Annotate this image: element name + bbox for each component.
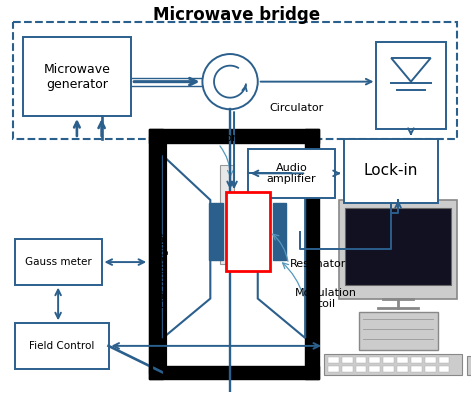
Bar: [397, 357, 408, 363]
Bar: [149, 129, 163, 380]
Text: Hall probe: Hall probe: [201, 133, 257, 143]
Bar: [210, 203, 223, 260]
Bar: [438, 357, 449, 363]
Circle shape: [202, 54, 258, 109]
Bar: [324, 354, 462, 376]
Text: Audio
amplifier: Audio amplifier: [266, 163, 316, 184]
Bar: [411, 357, 422, 363]
Bar: [328, 357, 339, 363]
Bar: [345, 208, 451, 285]
Text: Resonator: Resonator: [290, 259, 346, 269]
Bar: [467, 356, 474, 376]
Bar: [342, 366, 353, 372]
Text: Modulation
coil: Modulation coil: [295, 288, 357, 309]
Bar: [369, 357, 380, 363]
Bar: [411, 366, 422, 372]
Bar: [15, 323, 109, 369]
Bar: [226, 192, 270, 271]
Bar: [328, 366, 339, 372]
Text: Microwave
generator: Microwave generator: [44, 63, 110, 91]
Bar: [273, 203, 286, 260]
Bar: [23, 37, 131, 116]
Bar: [344, 139, 438, 203]
Bar: [149, 129, 319, 143]
Text: Circulator: Circulator: [270, 103, 324, 113]
Bar: [149, 366, 319, 380]
Bar: [369, 366, 380, 372]
Bar: [438, 366, 449, 372]
Bar: [358, 312, 438, 350]
Bar: [356, 366, 366, 372]
Bar: [13, 23, 457, 139]
Bar: [376, 42, 446, 129]
Text: Field Control: Field Control: [29, 341, 94, 351]
Bar: [305, 129, 319, 380]
Bar: [383, 366, 394, 372]
Bar: [383, 357, 394, 363]
Text: Lock-in: Lock-in: [364, 164, 418, 179]
Text: Electromagnet: Electromagnet: [158, 231, 168, 307]
Bar: [397, 366, 408, 372]
Text: Gauss meter: Gauss meter: [25, 257, 91, 267]
Bar: [342, 357, 353, 363]
Bar: [356, 357, 366, 363]
Bar: [248, 149, 335, 198]
Bar: [220, 166, 234, 264]
Bar: [339, 200, 457, 299]
Bar: [15, 239, 101, 285]
Bar: [425, 366, 436, 372]
Text: Microwave bridge: Microwave bridge: [154, 6, 320, 24]
Bar: [425, 357, 436, 363]
